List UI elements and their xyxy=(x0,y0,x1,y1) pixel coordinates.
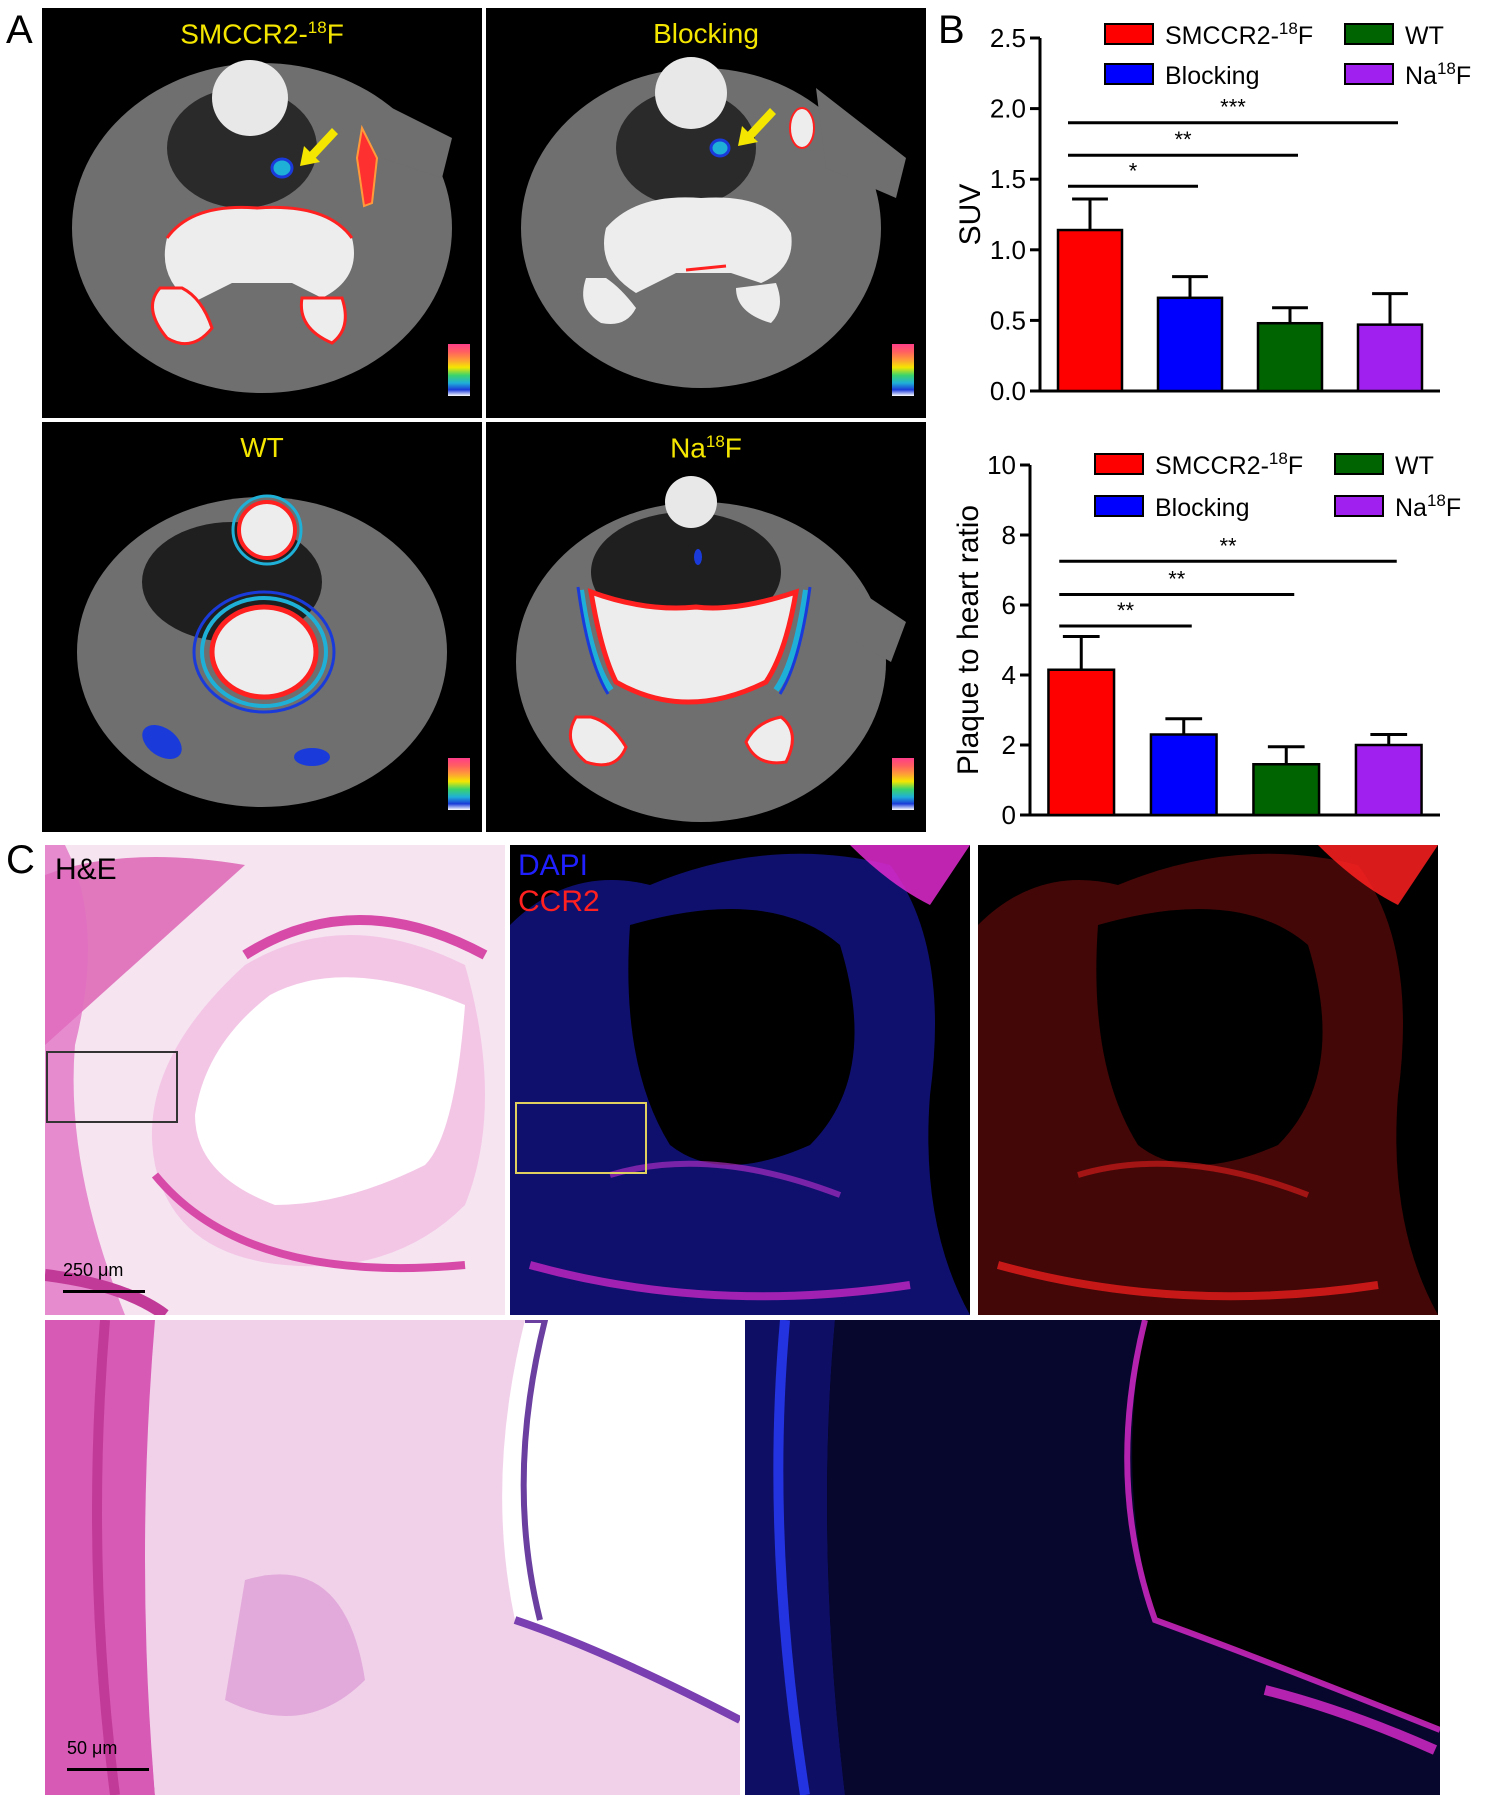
significance-label: * xyxy=(1129,158,1138,183)
panel-letter-c: C xyxy=(6,838,35,882)
ct-panel-wt: WT xyxy=(42,422,482,832)
significance-label: ** xyxy=(1168,567,1186,592)
histology-dapi-ccr2-overview: DAPI CCR2 xyxy=(510,845,970,1315)
legend-smccr2-label: SMCCR2-18F xyxy=(1165,19,1313,50)
colorbar xyxy=(892,758,914,810)
ccr2-label: CCR2 xyxy=(518,885,600,918)
y-axis-label: Plaque to heart ratio xyxy=(952,505,985,775)
bar xyxy=(1354,743,1423,817)
dapi-label: DAPI xyxy=(518,849,589,882)
ct-scan-image xyxy=(77,494,447,807)
legend-wt-label: WT xyxy=(1395,452,1434,480)
panel-letter-b: B xyxy=(938,8,965,52)
bar xyxy=(1056,228,1124,393)
legend-wt-label: WT xyxy=(1405,22,1444,50)
significance-label: ** xyxy=(1117,598,1135,623)
ct-title-naf: Na18F xyxy=(670,432,742,464)
ct-scan-image xyxy=(72,60,452,393)
chart-plaque-heart: 0 2 4 6 8 10 Plaque to heart ratio ** ** ** SMCCR2… xyxy=(940,440,1485,830)
y-tick-label: 2.5 xyxy=(990,23,1026,53)
legend-blocking-label: Blocking xyxy=(1155,494,1250,522)
y-tick-label: 1.5 xyxy=(990,164,1026,194)
y-axis-label: SUV xyxy=(954,184,987,246)
legend-blocking-swatch xyxy=(1104,63,1154,85)
y-tick-label: 1.0 xyxy=(990,235,1026,265)
ct-panel-smccr2: SMCCR2-18F xyxy=(42,8,482,418)
y-tick-label: 2.0 xyxy=(990,94,1026,124)
significance-label: ** xyxy=(1174,127,1192,152)
legend-naf-swatch xyxy=(1344,63,1394,85)
bar xyxy=(1356,323,1424,393)
legend-smccr2-label: SMCCR2-18F xyxy=(1155,449,1303,480)
y-tick-label: 2 xyxy=(1002,730,1016,760)
ct-scan-image xyxy=(516,476,906,822)
y-tick-label: 10 xyxy=(987,450,1016,480)
scalebar-bottom-label: 50 μm xyxy=(67,1738,118,1758)
y-tick-label: 0 xyxy=(1002,800,1016,830)
y-tick-label: 4 xyxy=(1002,660,1016,690)
ct-panel-blocking: Blocking xyxy=(486,8,926,418)
legend-naf-swatch xyxy=(1334,495,1384,517)
he-label: H&E xyxy=(55,853,117,886)
y-tick-label: 0.5 xyxy=(990,305,1026,335)
ct-title-blocking: Blocking xyxy=(653,18,759,49)
bar xyxy=(1252,763,1321,817)
legend-blocking-label: Blocking xyxy=(1165,62,1260,90)
scalebar-bottom xyxy=(67,1768,149,1771)
legend-wt-swatch xyxy=(1344,23,1394,45)
colorbar xyxy=(892,344,914,396)
bar xyxy=(1149,733,1218,817)
chart-suv: 0.0 0.5 1.0 1.5 2.0 2.5 SUV * ** *** SMCCR2-18F Blo… xyxy=(940,8,1485,428)
colorbar xyxy=(448,758,470,810)
y-tick-label: 0.0 xyxy=(990,376,1026,406)
significance-label: *** xyxy=(1220,95,1246,120)
legend-naf-label: Na18F xyxy=(1395,491,1461,522)
legend-smccr2-swatch xyxy=(1094,453,1144,475)
bar xyxy=(1047,668,1116,817)
histology-dapi-ccr2-zoom xyxy=(745,1320,1440,1795)
panel-letter-a: A xyxy=(6,8,33,52)
ct-title-smccr2: SMCCR2-18F xyxy=(180,18,344,50)
ct-scan-image xyxy=(521,57,906,388)
scalebar-top-label: 250 μm xyxy=(63,1260,124,1280)
significance-label: ** xyxy=(1219,533,1237,558)
scalebar-top xyxy=(63,1290,145,1293)
y-tick-label: 6 xyxy=(1002,590,1016,620)
bar xyxy=(1256,321,1324,393)
colorbar xyxy=(448,344,470,396)
legend-wt-swatch xyxy=(1334,453,1384,475)
legend-smccr2-swatch xyxy=(1104,23,1154,45)
bar xyxy=(1156,296,1224,393)
histology-he-zoom: 50 μm xyxy=(45,1320,740,1795)
histology-ccr2-overview xyxy=(978,845,1438,1315)
ct-title-wt: WT xyxy=(240,432,284,463)
legend-blocking-swatch xyxy=(1094,495,1144,517)
ct-panel-naf: Na18F xyxy=(486,422,926,832)
y-tick-label: 8 xyxy=(1002,520,1016,550)
histology-he-overview: H&E 250 μm xyxy=(45,845,505,1315)
legend-naf-label: Na18F xyxy=(1405,59,1471,90)
